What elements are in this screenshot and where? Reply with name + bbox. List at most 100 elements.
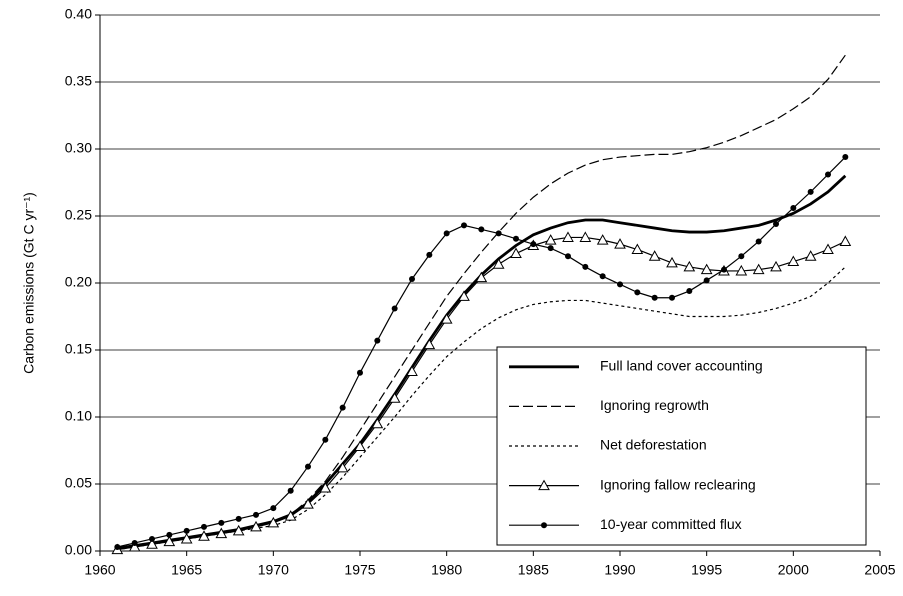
circle-marker [582,263,589,270]
circle-marker [721,266,727,273]
circle-marker [651,294,658,301]
triangle-marker [128,540,141,552]
circle-marker [807,188,814,195]
y-tick-label: 0.10 [65,408,92,424]
triangle-marker [232,524,245,536]
circle-marker [530,241,537,248]
y-tick-label: 0.30 [65,140,92,156]
legend-label: Ignoring fallow reclearing [600,476,756,492]
circle-marker [443,230,450,237]
triangle-marker [198,530,210,541]
circle-marker [738,253,745,260]
y-tick-label: 0.00 [65,542,92,558]
triangle-marker [146,538,158,549]
x-tick-label: 1970 [258,562,289,578]
triangle-marker [752,263,765,275]
circle-marker [131,539,138,546]
x-tick-label: 1980 [431,562,462,578]
triangle-marker [666,256,678,268]
circle-marker [235,515,242,522]
y-tick-label: 0.20 [65,274,92,290]
circle-marker [183,527,190,534]
triangle-marker [284,510,297,521]
triangle-marker [596,234,609,245]
circle-marker [201,523,207,530]
legend-label: Ignoring regrowth [600,397,709,413]
x-tick-label: 1965 [171,562,202,578]
circle-marker [374,337,381,344]
triangle-marker [215,527,228,539]
triangle-marker [787,255,800,267]
triangle-marker [302,498,314,509]
triangle-marker [492,258,505,269]
circle-marker [305,463,311,470]
circle-marker [703,277,710,284]
triangle-marker [770,260,782,272]
triangle-marker [388,392,401,403]
triangle-marker [458,290,470,301]
y-tick-label: 0.25 [65,207,92,223]
circle-marker [773,221,779,228]
circle-marker [842,154,849,161]
triangle-marker [250,520,262,532]
triangle-marker [354,440,366,451]
triangle-marker [267,516,280,528]
x-tick-label: 1985 [518,562,549,578]
triangle-marker [510,247,522,259]
circle-marker [322,436,329,443]
triangle-marker [631,243,644,254]
circle-marker [409,275,415,282]
y-tick-label: 0.15 [65,341,92,357]
triangle-marker [683,260,696,272]
circle-marker [617,281,623,288]
circle-marker [669,294,675,301]
triangle-marker [822,243,834,254]
circle-marker [790,204,797,211]
circle-marker [686,288,693,295]
triangle-marker [700,263,713,275]
circle-marker [253,511,259,518]
circle-marker [114,543,121,550]
circle-marker [461,222,467,229]
circle-marker [495,230,502,237]
triangle-marker [839,235,852,246]
circle-marker [825,171,831,178]
circle-marker [513,235,519,242]
circle-marker [357,369,363,376]
circle-marker [478,226,485,233]
y-tick-label: 0.35 [65,73,92,89]
legend-marker [538,479,550,491]
triangle-marker [579,231,592,242]
triangle-marker [423,338,436,350]
circle-marker [755,238,762,245]
triangle-marker [180,532,193,544]
circle-marker [166,531,173,538]
legend-label: Net deforestation [600,437,707,453]
circle-marker [149,535,155,542]
y-tick-label: 0.40 [65,6,92,22]
triangle-marker [163,535,176,547]
x-tick-label: 1960 [84,562,115,578]
circle-marker [634,289,641,296]
triangle-marker [440,313,453,324]
triangle-marker [475,271,488,283]
x-tick-label: 2000 [778,562,809,578]
triangle-marker [336,461,349,473]
triangle-marker [319,481,332,493]
triangle-marker [371,417,384,429]
triangle-marker [614,238,626,249]
x-tick-label: 1995 [691,562,722,578]
triangle-marker [735,264,748,276]
triangle-marker [544,234,557,245]
triangle-marker [562,231,574,242]
circle-marker [599,273,606,280]
legend-label: 10-year committed flux [600,516,742,532]
y-axis-label: Carbon emissions (Gt C yr⁻¹) [21,192,37,374]
legend-marker [541,522,547,529]
triangle-marker [804,250,817,261]
x-tick-label: 2005 [864,562,895,578]
circle-marker [547,245,554,252]
triangle-marker [648,250,661,261]
circle-marker [218,519,225,526]
